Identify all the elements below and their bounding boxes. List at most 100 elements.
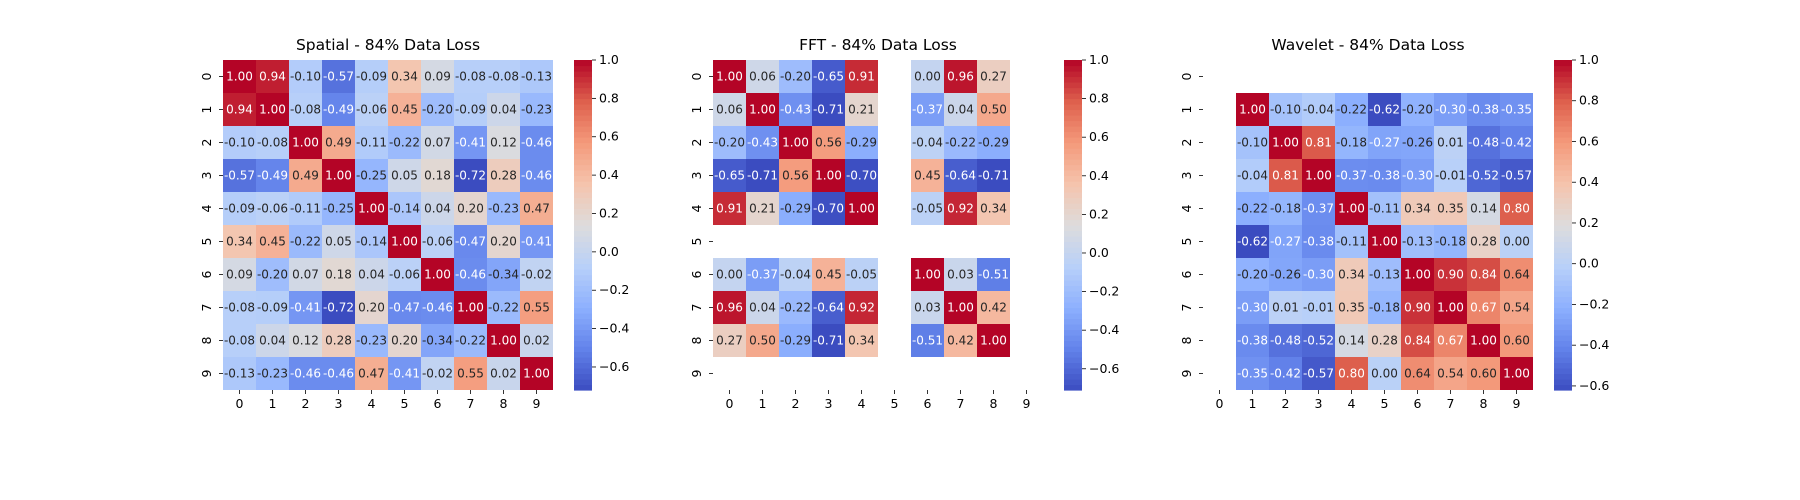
cell-value-label: 1.00 [358, 202, 385, 216]
x-tick-label: 4 [858, 396, 866, 411]
cell-value-label: 1.00 [1470, 334, 1497, 348]
colorbar-segment [1064, 197, 1082, 204]
colorbar-segment [1554, 76, 1572, 83]
colorbar-segment [1064, 175, 1082, 182]
heatmap-cell [746, 60, 779, 93]
cell-value-label: -0.22 [290, 235, 321, 249]
heatmap-cell [454, 60, 487, 93]
cell-value-label: 0.07 [292, 268, 319, 282]
colorbar-segment [574, 351, 592, 358]
colorbar-tick-label: 0.2 [599, 205, 619, 220]
heatmap-cell [1269, 93, 1302, 126]
heatmap-cell [812, 126, 845, 159]
colorbar-segment [574, 373, 592, 380]
cell-value-label: 0.35 [1338, 301, 1365, 315]
cell-value-label: -0.08 [488, 70, 519, 84]
cell-value-label: 0.12 [490, 136, 517, 150]
heatmap-cell [256, 225, 289, 258]
colorbar-segment [574, 307, 592, 314]
colorbar-segment [574, 186, 592, 193]
colorbar-segment [1064, 104, 1082, 111]
y-tick-label: 5 [199, 238, 214, 246]
cell-value-label: 0.42 [980, 301, 1007, 315]
x-tick-label: 7 [1447, 396, 1455, 411]
heatmap-cell [746, 291, 779, 324]
cell-value-label: -0.38 [1369, 169, 1400, 183]
cell-value-label: 1.00 [490, 334, 517, 348]
cell-value-label: -0.70 [813, 202, 844, 216]
cell-value-label: -0.37 [747, 268, 778, 282]
cell-value-label: 0.04 [259, 334, 286, 348]
heatmap-cell [256, 159, 289, 192]
colorbar-segment [1554, 115, 1572, 122]
colorbar-segment [574, 76, 592, 83]
cell-value-label: -0.43 [780, 103, 811, 117]
heatmap-cell [487, 291, 520, 324]
heatmap-cell [1467, 291, 1500, 324]
cell-value-label: -0.29 [780, 334, 811, 348]
colorbar-tick-label: 0.8 [1089, 91, 1109, 106]
heatmap-cell [977, 60, 1010, 93]
cell-value-label: 0.04 [358, 268, 385, 282]
colorbar-segment [574, 269, 592, 276]
colorbar-segment [1064, 368, 1082, 375]
heatmap-cell [1335, 225, 1368, 258]
heatmap-cell [421, 60, 454, 93]
colorbar-segment [574, 65, 592, 72]
colorbar-segment [1554, 340, 1572, 347]
heatmap-cell [1302, 159, 1335, 192]
heatmap-cell [1434, 192, 1467, 225]
heatmap-cell [1368, 159, 1401, 192]
y-tick-label: 3 [1179, 172, 1194, 180]
colorbar-segment [1554, 269, 1572, 276]
y-tick-label: 4 [689, 204, 704, 212]
colorbar-segment [1554, 335, 1572, 342]
colorbar-segment [1064, 115, 1082, 122]
cell-value-label: -0.02 [422, 367, 453, 381]
colorbar-segment [1064, 120, 1082, 127]
heatmap-cell [322, 159, 355, 192]
cell-value-label: 0.56 [815, 136, 842, 150]
heatmap-cell [322, 225, 355, 258]
x-tick-label: 7 [467, 396, 475, 411]
colorbar-segment [574, 236, 592, 243]
heatmap-cell [454, 324, 487, 357]
heatmap-cell [1368, 93, 1401, 126]
colorbar-segment [1064, 329, 1082, 336]
heatmap-cell [812, 258, 845, 291]
colorbar-segment [1064, 76, 1082, 83]
x-tick-label: 8 [990, 396, 998, 411]
colorbar-segment [574, 313, 592, 320]
colorbar-segment [574, 131, 592, 138]
heatmap-cell [944, 126, 977, 159]
heatmap-cell [355, 324, 388, 357]
colorbar-segment [574, 230, 592, 237]
colorbar-segment [1064, 186, 1082, 193]
colorbar-tick-label: 0.0 [599, 244, 619, 259]
y-tick-label: 2 [199, 139, 214, 147]
cell-value-label: -0.38 [1468, 103, 1499, 117]
colorbar-segment [1064, 87, 1082, 94]
colorbar-segment [574, 280, 592, 287]
colorbar-segment [574, 340, 592, 347]
colorbar-segment [1064, 219, 1082, 226]
cell-value-label: 0.20 [391, 334, 418, 348]
heatmap-cell [944, 60, 977, 93]
heatmap-cell [1236, 159, 1269, 192]
heatmap-cell [520, 324, 553, 357]
chart-title: Spatial - 84% Data Loss [296, 36, 480, 54]
cell-value-label: -0.08 [290, 103, 321, 117]
cell-value-label: 0.34 [391, 70, 418, 84]
heatmap-cell [520, 159, 553, 192]
colorbar-segment [1554, 362, 1572, 369]
heatmap-cell [779, 159, 812, 192]
cell-value-label: -0.04 [912, 136, 943, 150]
heatmap-cell [1434, 258, 1467, 291]
cell-value-label: -0.05 [846, 268, 877, 282]
colorbar-segment [1064, 131, 1082, 138]
colorbar-segment [1064, 82, 1082, 89]
colorbar-segment [1554, 164, 1572, 171]
colorbar-segment [574, 296, 592, 303]
colorbar-segment [1554, 291, 1572, 298]
cell-value-label: 0.18 [325, 268, 352, 282]
